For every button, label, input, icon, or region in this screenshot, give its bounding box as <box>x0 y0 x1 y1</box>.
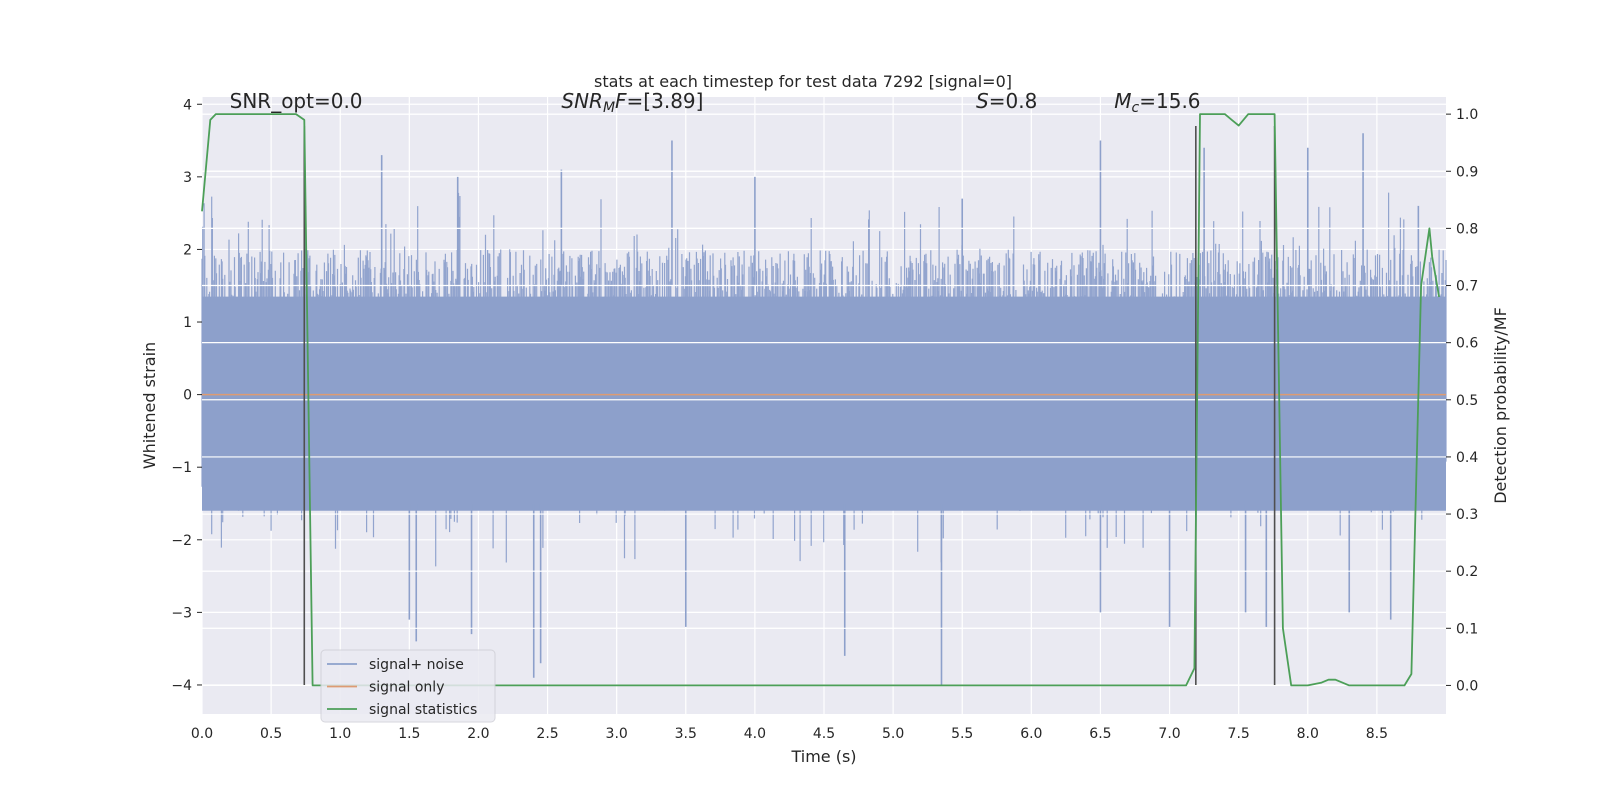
x-tick-label: 2.0 <box>467 726 489 742</box>
chart-annotation: S=0.8 <box>976 89 1037 113</box>
x-tick-label: 7.0 <box>1158 726 1180 742</box>
x-tick-label: 8.0 <box>1297 726 1319 742</box>
y2-tick-label: 0.9 <box>1456 164 1478 180</box>
x-tick-label: 4.5 <box>813 726 835 742</box>
annotations: SNR_opt=0.0 SNRMF=[3.89] S=0.8 Mc=15.6 <box>230 89 1201 116</box>
signal-plus-noise-series <box>201 113 1447 687</box>
y-tick-label: −2 <box>171 533 192 549</box>
legend-label: signal only <box>369 680 444 696</box>
y2-axis-label: Detection probability/MF <box>1491 307 1510 504</box>
legend-box <box>320 649 496 723</box>
y2-tick-label: 0.0 <box>1456 678 1478 694</box>
x-tick-label: 2.5 <box>536 726 558 742</box>
y2-tick-label: 0.5 <box>1456 393 1478 409</box>
y-tick-label: 4 <box>183 97 192 113</box>
y-tick-label: 3 <box>183 170 192 186</box>
y-axis-left: 4 3 2 1 0 −1 −2 −3 −4 <box>171 97 202 694</box>
x-tick-label: 3.0 <box>606 726 628 742</box>
y-axis-label: Whitened strain <box>140 342 159 469</box>
x-tick-label: 7.5 <box>1228 726 1250 742</box>
x-tick-label: 5.0 <box>882 726 904 742</box>
signal-statistics-line <box>201 113 1440 687</box>
series-lines <box>201 113 1446 687</box>
x-tick-label: 1.5 <box>398 726 420 742</box>
x-tick-label: 1.0 <box>329 726 351 742</box>
legend-label: signal statistics <box>369 702 477 718</box>
x-tick-label: 6.0 <box>1020 726 1042 742</box>
x-axis-label: Time (s) <box>790 747 856 766</box>
chart-annotation: SNR_opt=0.0 <box>230 89 363 113</box>
y2-tick-label: 0.8 <box>1456 221 1478 237</box>
legend: signal+ noise signal only signal statistic… <box>320 649 496 723</box>
y2-tick-label: 0.6 <box>1456 336 1478 352</box>
noise-core <box>202 296 1446 511</box>
y-tick-label: −1 <box>171 460 192 476</box>
x-tick-label: 3.5 <box>675 726 697 742</box>
y2-tick-label: 1.0 <box>1456 107 1478 123</box>
y-tick-label: −3 <box>171 605 192 621</box>
y2-tick-label: 0.2 <box>1456 564 1478 580</box>
legend-label: signal+ noise <box>369 657 464 673</box>
y2-tick-label: 0.3 <box>1456 507 1478 523</box>
y-tick-label: 1 <box>183 315 192 331</box>
chart-title: stats at each timestep for test data 729… <box>594 72 1012 91</box>
x-tick-label: 5.5 <box>951 726 973 742</box>
x-tick-label: 8.5 <box>1366 726 1388 742</box>
x-tick-label: 0.0 <box>191 726 213 742</box>
chart-annotation: Mc=15.6 <box>1114 89 1200 116</box>
y2-tick-label: 0.4 <box>1456 450 1478 466</box>
x-tick-label: 0.5 <box>260 726 282 742</box>
y2-tick-label: 0.7 <box>1456 279 1478 295</box>
y-tick-label: −4 <box>171 678 192 694</box>
x-tick-label: 6.5 <box>1089 726 1111 742</box>
x-axis: 0.0 0.5 1.0 1.5 2.0 2.5 3.0 3.5 4.0 4.5 5.0 5.5 6.0 6… <box>191 726 1388 742</box>
y2-tick-label: 0.1 <box>1456 621 1478 637</box>
chart-annotation: SNRMF=[3.89] <box>561 89 703 116</box>
y-tick-label: 2 <box>183 242 192 258</box>
y-tick-label: 0 <box>183 388 192 404</box>
x-tick-label: 4.0 <box>744 726 766 742</box>
y-axis-right: 1.0 0.9 0.8 0.7 0.6 0.5 0.4 0.3 0.2 0.1 0.0 <box>1446 107 1478 694</box>
